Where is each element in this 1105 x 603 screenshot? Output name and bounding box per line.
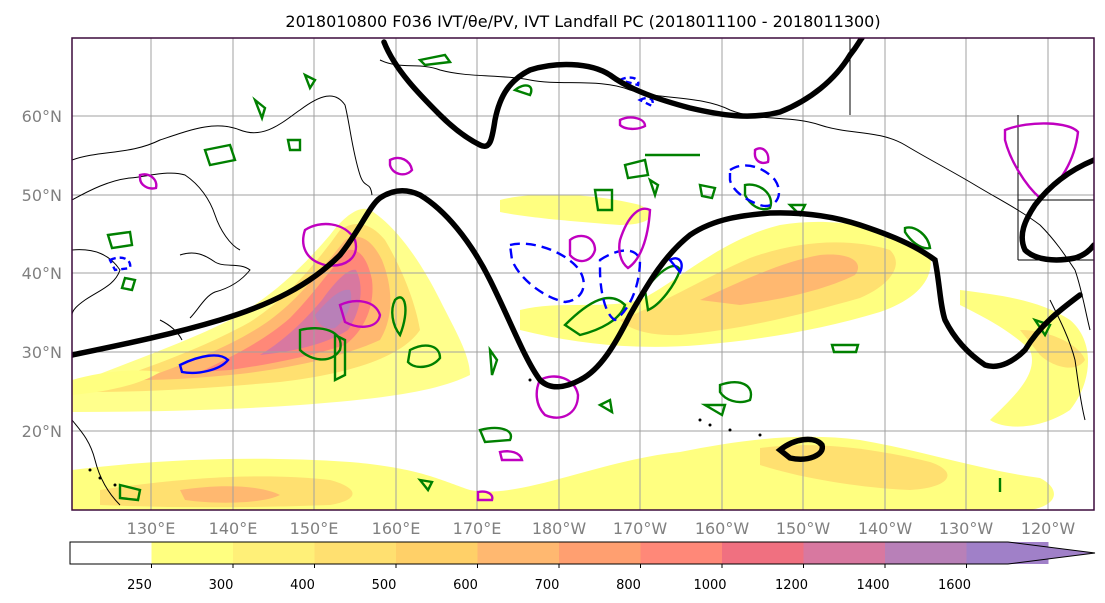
longitude-label: 140°E xyxy=(209,519,258,538)
colorbar-ticks: 250 300 400 500 600 700 800 1000 1200 1400 1600 xyxy=(127,564,971,593)
longitude-label: 160°E xyxy=(372,519,421,538)
colorbar-tick-label: 300 xyxy=(209,578,234,593)
colorbar-segment xyxy=(151,542,234,564)
colorbar-tick-label: 500 xyxy=(372,578,397,593)
latitude-label: 20°N xyxy=(22,422,62,441)
magenta-contours xyxy=(138,116,1080,502)
longitude-label: 140°W xyxy=(858,519,913,538)
colorbar-tick-label: 1200 xyxy=(775,578,808,593)
colorbar-segment xyxy=(559,542,641,564)
colorbar-segment xyxy=(885,542,967,564)
colorbar-segment xyxy=(477,542,560,564)
figure-title: 2018010800 F036 IVT/θe/PV, IVT Landfall … xyxy=(285,12,880,31)
longitude-label: 170°E xyxy=(453,519,502,538)
latitude-label: 40°N xyxy=(22,264,62,283)
colorbar-segment xyxy=(640,542,723,564)
colorbar-segment xyxy=(722,542,804,564)
colorbar-segment xyxy=(233,542,315,564)
coastlines xyxy=(72,38,1094,506)
pc-contours xyxy=(72,38,1094,462)
colorbar-segment xyxy=(70,542,152,564)
theta-e-contours xyxy=(106,53,1052,502)
colorbar-tick-label: 600 xyxy=(453,578,478,593)
colorbar-tick-label: 400 xyxy=(290,578,315,593)
map-panel xyxy=(72,38,1094,510)
colorbar-extend-arrow xyxy=(966,542,1095,564)
longitude-label: 170°W xyxy=(613,519,668,538)
latitude-label: 30°N xyxy=(22,343,62,362)
pv-contours xyxy=(108,76,781,374)
colorbar-segment xyxy=(396,542,478,564)
longitude-label: 150°E xyxy=(290,519,339,538)
longitude-label: 120°W xyxy=(1021,519,1076,538)
colorbar-tick-label: 1400 xyxy=(856,578,889,593)
colorbar xyxy=(69,541,1096,565)
colorbar-outline xyxy=(69,541,1096,565)
latitude-label: 50°N xyxy=(22,186,62,205)
colorbar-tick-label: 1600 xyxy=(938,578,971,593)
colorbar-tick-label: 800 xyxy=(616,578,641,593)
map-background xyxy=(72,38,1094,510)
colorbar-tick-label: 1000 xyxy=(693,578,726,593)
longitude-labels: 130°E 140°E 150°E 160°E 170°E 180°W 170°W 160°W… xyxy=(127,519,1076,538)
colorbar-segment xyxy=(803,542,886,564)
longitude-label: 180°W xyxy=(532,519,587,538)
longitude-label: 160°W xyxy=(695,519,750,538)
longitude-label: 130°E xyxy=(127,519,176,538)
islands xyxy=(88,378,762,487)
map-frame xyxy=(71,37,1095,511)
colorbar-tick-label: 700 xyxy=(535,578,560,593)
colorbar-segment xyxy=(314,542,397,564)
graticule xyxy=(72,38,1094,510)
longitude-label: 130°W xyxy=(939,519,994,538)
latitude-labels: 60°N 50°N 40°N 30°N 20°N xyxy=(22,107,62,441)
latitude-label: 60°N xyxy=(22,107,62,126)
colorbar-tick-label: 250 xyxy=(127,578,152,593)
longitude-label: 150°W xyxy=(776,519,831,538)
